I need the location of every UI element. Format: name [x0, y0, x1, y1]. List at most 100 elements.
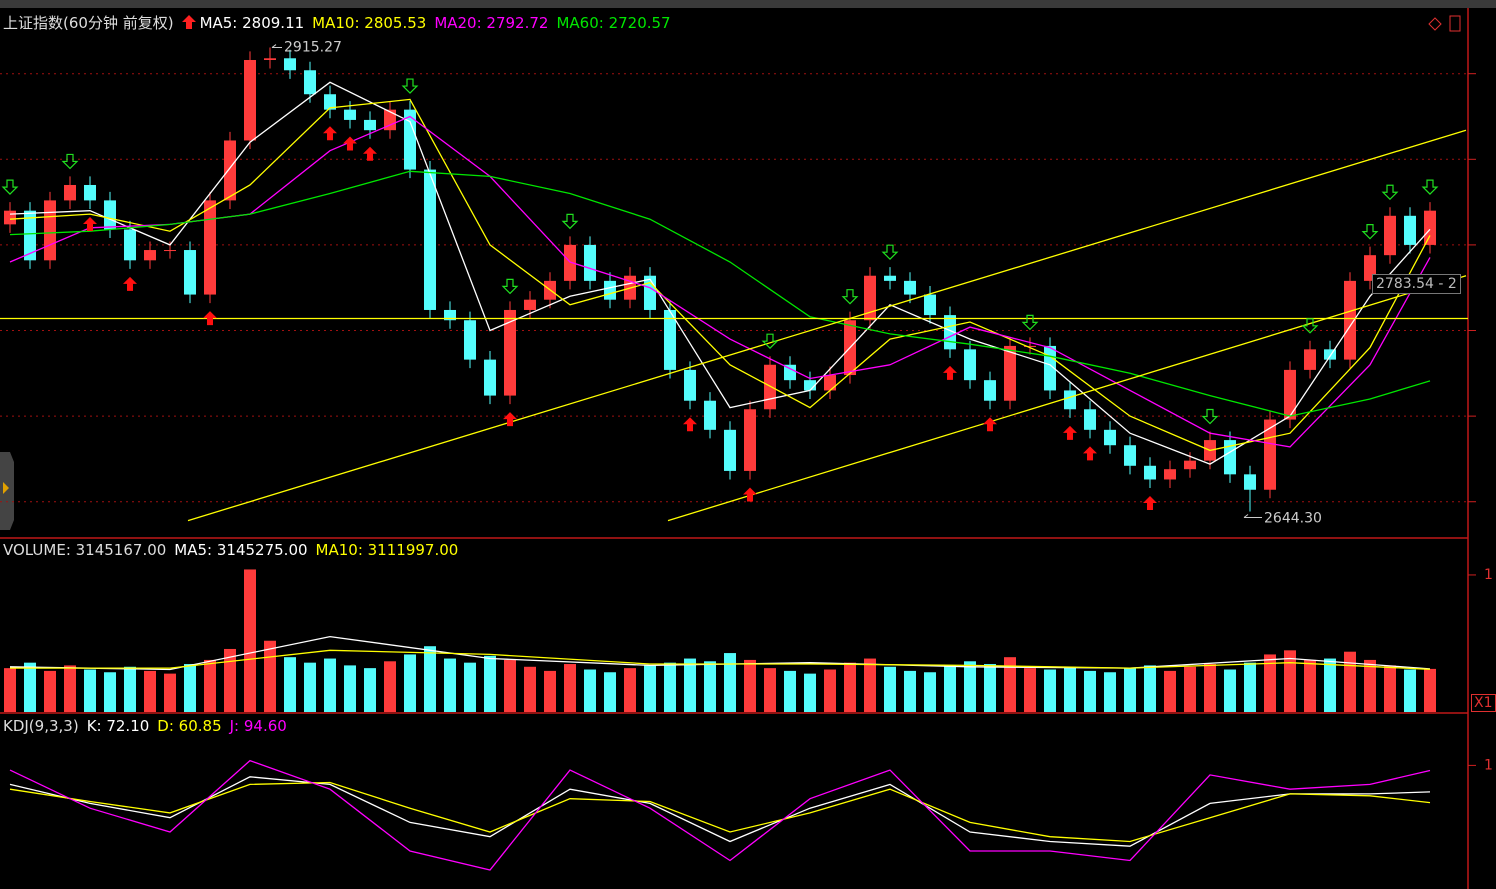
candle-body	[224, 140, 236, 201]
price-title: 上证指数(60分钟 前复权)	[3, 14, 174, 32]
legend-entry: MA20: 2792.72	[434, 14, 549, 32]
volume-bar	[724, 653, 736, 712]
icon-diamond[interactable]	[1428, 17, 1442, 31]
ma-line	[9, 98, 1431, 452]
volume-bar	[704, 661, 716, 712]
candle-body	[344, 109, 356, 120]
candle-body	[1144, 465, 1156, 480]
sell-signal	[1, 179, 19, 195]
volume-bar	[224, 648, 236, 712]
candle-body	[204, 200, 216, 295]
volume-bar	[4, 668, 16, 712]
sell-signal	[881, 244, 899, 261]
low-pointer	[1243, 514, 1262, 518]
volume-bar	[264, 640, 276, 712]
volume-bar	[364, 668, 376, 712]
candle-body	[1024, 345, 1036, 347]
candle-body	[1404, 215, 1416, 245]
volume-bar	[1364, 659, 1376, 712]
candle-body	[1184, 460, 1196, 470]
buy-signal	[1143, 496, 1157, 511]
candle-body	[864, 275, 876, 321]
volume-bar	[804, 673, 816, 712]
volume-bar	[1204, 664, 1216, 712]
sell-signal	[1021, 314, 1039, 331]
volume-bar	[504, 659, 516, 712]
kdj-line	[9, 776, 1431, 847]
legend-entry: MA10: 3111997.00	[315, 541, 459, 559]
candle-body	[164, 250, 176, 252]
candle-body	[124, 229, 136, 261]
buy-signal	[343, 136, 357, 151]
sell-signal	[1381, 184, 1399, 201]
candle-body	[404, 109, 416, 170]
buy-signal	[83, 216, 97, 231]
candle-body	[1424, 210, 1436, 245]
up-icon	[181, 15, 196, 29]
volume-bar	[744, 659, 756, 712]
candle-body	[364, 119, 376, 131]
candle-body	[24, 210, 36, 261]
volume-bar	[944, 665, 956, 712]
candle-body	[1304, 349, 1316, 370]
sell-signal	[761, 333, 779, 350]
sell-signal	[561, 213, 579, 230]
ma-line	[9, 170, 1431, 417]
y-tick-label: 1	[1484, 757, 1493, 773]
candle-body	[704, 400, 716, 430]
kdj-header: KDJ(9,3,3) K: 72.10 D: 60.85 J: 94.60	[3, 717, 295, 735]
candle-body	[904, 280, 916, 295]
volume-bar	[424, 646, 436, 712]
trend-line	[667, 275, 1467, 522]
candle-body	[1344, 280, 1356, 360]
volume-bar	[664, 662, 676, 712]
price-label: 2783.54 - 2	[1372, 274, 1461, 294]
candle-body	[964, 349, 976, 381]
volume-bar	[184, 664, 196, 712]
candle-body	[1104, 429, 1116, 446]
volume-bar	[384, 661, 396, 712]
side-tab[interactable]	[0, 452, 14, 530]
volume-bar	[484, 655, 496, 712]
volume-bar	[564, 664, 576, 712]
volume-bar	[984, 664, 996, 712]
volume-bar	[404, 654, 416, 712]
high-pointer	[271, 44, 282, 49]
legend-entry: MA5: 3145275.00	[174, 541, 308, 559]
candle-body	[924, 294, 936, 316]
candle-body	[504, 309, 516, 396]
volume-bar	[544, 670, 556, 712]
candle-body	[384, 109, 396, 131]
candle-body	[1164, 469, 1176, 480]
volume-bar	[164, 673, 176, 712]
trend-line	[187, 129, 1467, 522]
candle-body	[1004, 345, 1016, 401]
candle-body	[984, 380, 996, 401]
candle-body	[84, 184, 96, 201]
candle-body	[1324, 349, 1336, 360]
volume-bar	[1004, 657, 1016, 712]
kdj-title: KDJ(9,3,3)	[3, 717, 79, 735]
candle-body	[644, 275, 656, 310]
volume-bar	[924, 672, 936, 712]
volume-bar	[904, 670, 916, 712]
candle-body	[1244, 474, 1256, 490]
volume-bar	[824, 669, 836, 712]
candle-body	[1224, 440, 1236, 475]
volume-bar	[864, 658, 876, 712]
icon-window[interactable]	[1449, 15, 1461, 32]
candle-body	[264, 58, 276, 60]
volume-bar	[604, 672, 616, 712]
volume-bar	[1324, 658, 1336, 712]
candle-body	[444, 309, 456, 321]
volume-bar	[84, 669, 96, 712]
buy-signal	[683, 417, 697, 432]
buy-signal	[503, 412, 517, 427]
candle-body	[604, 280, 616, 300]
candle-body	[464, 320, 476, 360]
candle-body	[1084, 409, 1096, 430]
plot-area	[0, 47, 1468, 522]
volume-bar	[64, 665, 76, 712]
volume-bar	[1104, 672, 1116, 712]
